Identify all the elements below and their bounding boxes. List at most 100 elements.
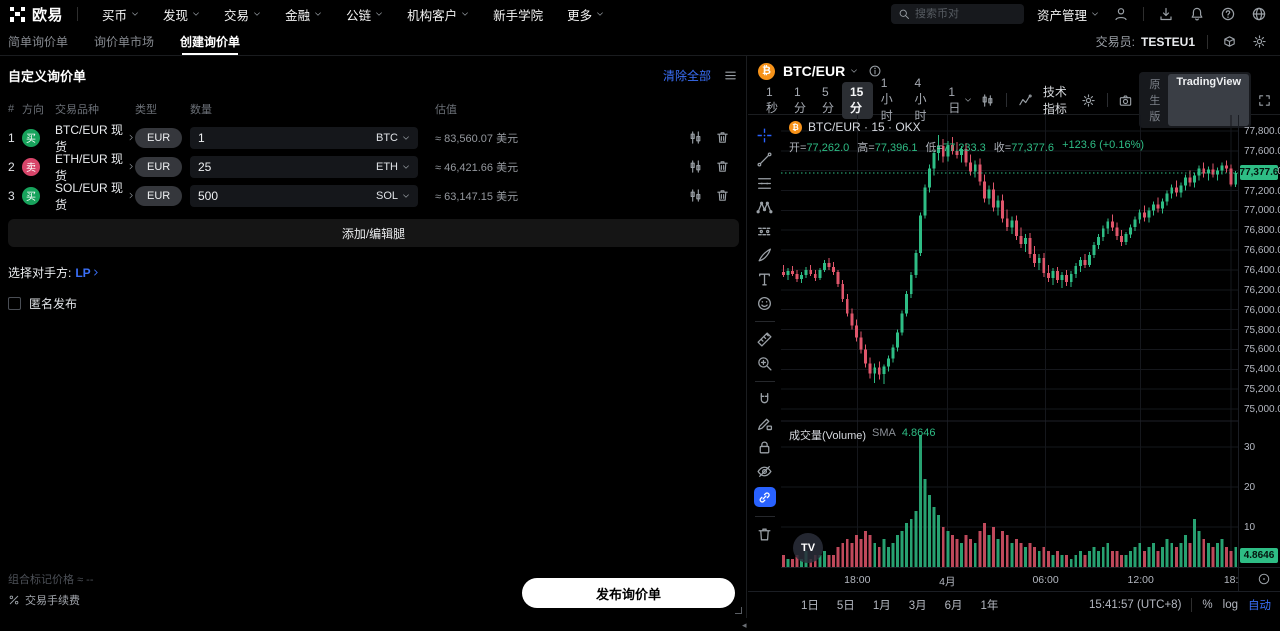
measure-tool[interactable] [753,331,777,348]
price-chart-plot[interactable]: ₿ BTC/EUR · 15 · OKX 开=77,262.0 高=77,396… [781,115,1238,567]
currency-pill[interactable]: EUR [135,185,183,206]
tab-rfq-market[interactable]: 询价单市场 [94,35,155,49]
timeframe-1h[interactable]: 1小时 [880,76,893,123]
fullscreen-button[interactable] [1257,93,1272,108]
fib-tool[interactable] [753,175,777,192]
range-1y[interactable]: 1年 [980,600,999,612]
timeframe-4h[interactable]: 4小时 [914,76,927,123]
timeframe-5m[interactable]: 5分 [822,84,835,115]
menu-more[interactable]: 更多 [557,5,614,24]
lock-drawings-edit-tool[interactable] [753,415,777,432]
trendline-tool[interactable] [753,151,777,168]
menu-institutional[interactable]: 机构客户 [397,5,479,24]
text-tool[interactable] [753,271,777,288]
pattern-tool[interactable] [753,199,777,216]
profile-button[interactable] [1112,5,1130,23]
range-1mo[interactable]: 1月 [872,600,891,612]
currency-pill[interactable]: EUR [135,156,183,177]
log-scale-button[interactable]: log [1222,599,1238,611]
chart-settings-button[interactable] [1081,93,1096,108]
tab-create-rfq[interactable]: 创建询价单 [180,28,240,55]
sync-drawings-tool[interactable] [753,487,776,507]
percent-icon [9,595,19,605]
tradingview-watermark[interactable]: TV [793,533,823,563]
amount-input[interactable] [198,188,376,203]
percent-scale-button[interactable]: % [1202,599,1213,611]
language-button[interactable] [1250,5,1268,23]
price-tick-label: 75,800.0 [1244,324,1280,336]
range-3mo[interactable]: 3月 [908,600,927,612]
candle-chart-icon[interactable] [688,188,703,203]
timeframe-1m[interactable]: 1分 [794,84,807,115]
emoji-tool[interactable] [753,295,777,312]
timeframe-15m[interactable]: 15分 [842,81,873,119]
help-button[interactable] [1219,5,1237,23]
delete-icon[interactable] [715,130,730,145]
menu-chain[interactable]: 公链 [336,5,393,24]
timeframe-more[interactable] [964,96,972,104]
currency-pill[interactable]: EUR [135,127,183,148]
counterparty-selector[interactable]: LP [75,266,99,280]
candle-chart-icon[interactable] [688,130,703,145]
delete-icon[interactable] [715,159,730,174]
pair-selector[interactable]: BTC/EUR 现货 [55,121,135,155]
remove-drawings-tool[interactable] [753,526,777,543]
menu-buy-crypto[interactable]: 买币 [92,5,149,24]
asset-selector[interactable]: BTC [376,132,410,144]
delete-icon[interactable] [715,188,730,203]
tab-simple-rfq[interactable]: 简单询价单 [8,35,69,49]
search-box[interactable] [890,4,1024,24]
timeframe-1d[interactable]: 1日 [948,84,961,115]
resize-handle[interactable] [735,607,742,614]
panel-menu-icon[interactable] [723,68,738,83]
lock-tool[interactable] [753,439,777,456]
timezone-icon[interactable] [1257,572,1271,586]
range-5d[interactable]: 5日 [836,600,855,612]
indicators-label[interactable]: 技术指标 [1042,85,1067,116]
clear-all-button[interactable]: 清除全部 [662,69,711,83]
fee-label[interactable]: 交易手续费 [25,595,80,607]
assets-menu[interactable]: 资产管理 [1037,5,1099,24]
search-input[interactable] [914,8,1015,20]
amount-input[interactable] [198,159,376,174]
range-6mo[interactable]: 6月 [944,600,963,612]
chart-style-button[interactable] [980,93,995,108]
amount-input[interactable] [198,130,376,145]
anonymous-checkbox[interactable] [8,297,21,310]
candle-chart-icon[interactable] [688,159,703,174]
collapse-panel-handle[interactable]: ◂ [742,620,747,630]
zoom-in-tool[interactable] [753,355,777,372]
asset-selector[interactable]: ETH [376,161,410,173]
pair-selector-button[interactable]: BTC/EUR [783,63,858,79]
info-icon[interactable] [868,64,882,78]
clock[interactable]: 15:41:57 (UTC+8) [1089,599,1182,611]
snapshot-button[interactable] [1118,93,1133,108]
notifications-button[interactable] [1188,5,1206,23]
menu-trade[interactable]: 交易 [214,5,271,24]
magnet-tool[interactable] [753,391,777,408]
history-button[interactable] [1220,33,1238,51]
tradingview-mode-button[interactable]: TradingView [1168,74,1249,126]
asset-selector[interactable]: SOL [376,190,410,202]
hide-drawings-tool[interactable] [753,463,777,480]
menu-discover[interactable]: 发现 [153,5,210,24]
okx-logo[interactable]: 欧易 [0,4,77,25]
position-tool[interactable] [753,223,777,240]
timeframe-1s[interactable]: 1秒 [766,84,779,115]
pair-selector[interactable]: SOL/EUR 现货 [55,179,135,213]
range-1d[interactable]: 1日 [801,600,819,612]
price-axis[interactable]: 77,800.077,600.077,400.077,200.077,000.0… [1238,115,1280,591]
publish-rfq-button[interactable]: 发布询价单 [522,578,735,608]
time-axis[interactable]: 18:00 4月 06:00 12:00 18: [781,567,1280,591]
menu-finance[interactable]: 金融 [275,5,332,24]
add-edit-leg-button[interactable]: 添加/编辑腿 [8,219,739,247]
brush-tool[interactable] [753,247,777,264]
indicators-button[interactable] [1018,93,1033,108]
pair-selector[interactable]: ETH/EUR 现货 [55,150,135,184]
download-app-button[interactable] [1157,5,1175,23]
settings-button[interactable] [1250,33,1268,51]
menu-academy[interactable]: 新手学院 [493,8,544,23]
crosshair-tool[interactable] [753,127,777,144]
native-mode-button[interactable]: 原生版 [1149,79,1161,123]
auto-scale-button[interactable]: 自动 [1248,600,1271,612]
